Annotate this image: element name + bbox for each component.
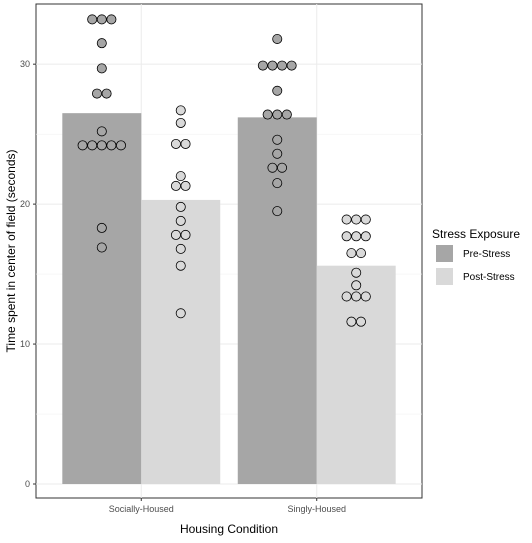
data-point (175, 171, 186, 182)
data-point (180, 229, 191, 240)
data-point (96, 140, 107, 151)
data-point (96, 242, 107, 253)
y-tick-label: 10 (20, 339, 30, 349)
data-point (277, 60, 288, 71)
x-axis-title: Housing Condition (180, 522, 278, 536)
data-point (96, 222, 107, 233)
legend-label: Pre-Stress (463, 249, 510, 260)
data-point (346, 248, 357, 259)
data-point (77, 140, 88, 151)
bar (316, 265, 396, 485)
data-point (175, 260, 186, 271)
data-point (96, 63, 107, 74)
data-point (101, 88, 112, 99)
bar (62, 113, 142, 485)
data-point (351, 291, 362, 302)
data-point (272, 134, 283, 145)
data-point (170, 138, 181, 149)
y-tick-label: 30 (20, 59, 30, 69)
bar (237, 117, 317, 485)
data-point (96, 126, 107, 137)
data-point (286, 60, 297, 71)
legend: Stress Exposure Pre-Stress Post-Stress (432, 227, 520, 285)
legend-key (436, 245, 453, 262)
data-point (91, 88, 102, 99)
data-point (351, 231, 362, 242)
data-point (267, 60, 278, 71)
data-point (272, 85, 283, 96)
data-point (356, 316, 367, 327)
y-tick-label: 0 (25, 479, 30, 489)
data-point (87, 14, 98, 25)
data-point (346, 316, 357, 327)
data-point (257, 60, 268, 71)
data-point (351, 267, 362, 278)
data-point (175, 105, 186, 116)
data-point (272, 148, 283, 159)
data-point (341, 214, 352, 225)
data-point (106, 140, 117, 151)
y-axis-title: Time spent in center of field (seconds) (4, 150, 18, 353)
data-point (360, 214, 371, 225)
data-point (175, 201, 186, 212)
data-point (170, 180, 181, 191)
data-point (267, 162, 278, 173)
legend-label: Post-Stress (463, 272, 515, 283)
data-point (180, 138, 191, 149)
data-point (175, 308, 186, 319)
y-axis: 0 10 20 30 (20, 59, 36, 489)
data-point (87, 140, 98, 151)
data-point (341, 231, 352, 242)
data-point (356, 248, 367, 259)
data-point (272, 109, 283, 120)
data-point (360, 291, 371, 302)
y-tick-label: 20 (20, 199, 30, 209)
data-point (277, 162, 288, 173)
data-point (180, 180, 191, 191)
data-point (360, 231, 371, 242)
bar (141, 199, 221, 485)
x-tick-label: Socially-Housed (109, 504, 174, 514)
legend-key (436, 268, 453, 285)
data-point (175, 243, 186, 254)
data-point (96, 38, 107, 49)
data-point (175, 117, 186, 128)
data-point (175, 215, 186, 226)
x-axis: Socially-Housed Singly-Housed (109, 498, 346, 514)
data-point (351, 280, 362, 291)
data-point (272, 178, 283, 189)
data-point (341, 291, 352, 302)
data-point (272, 33, 283, 44)
data-points (77, 14, 371, 327)
data-point (170, 229, 181, 240)
data-point (272, 206, 283, 217)
data-point (281, 109, 292, 120)
data-point (96, 14, 107, 25)
data-point (115, 140, 126, 151)
legend-title: Stress Exposure (432, 227, 520, 241)
data-point (262, 109, 273, 120)
x-tick-label: Singly-Housed (287, 504, 346, 514)
data-point (351, 214, 362, 225)
data-point (106, 14, 117, 25)
